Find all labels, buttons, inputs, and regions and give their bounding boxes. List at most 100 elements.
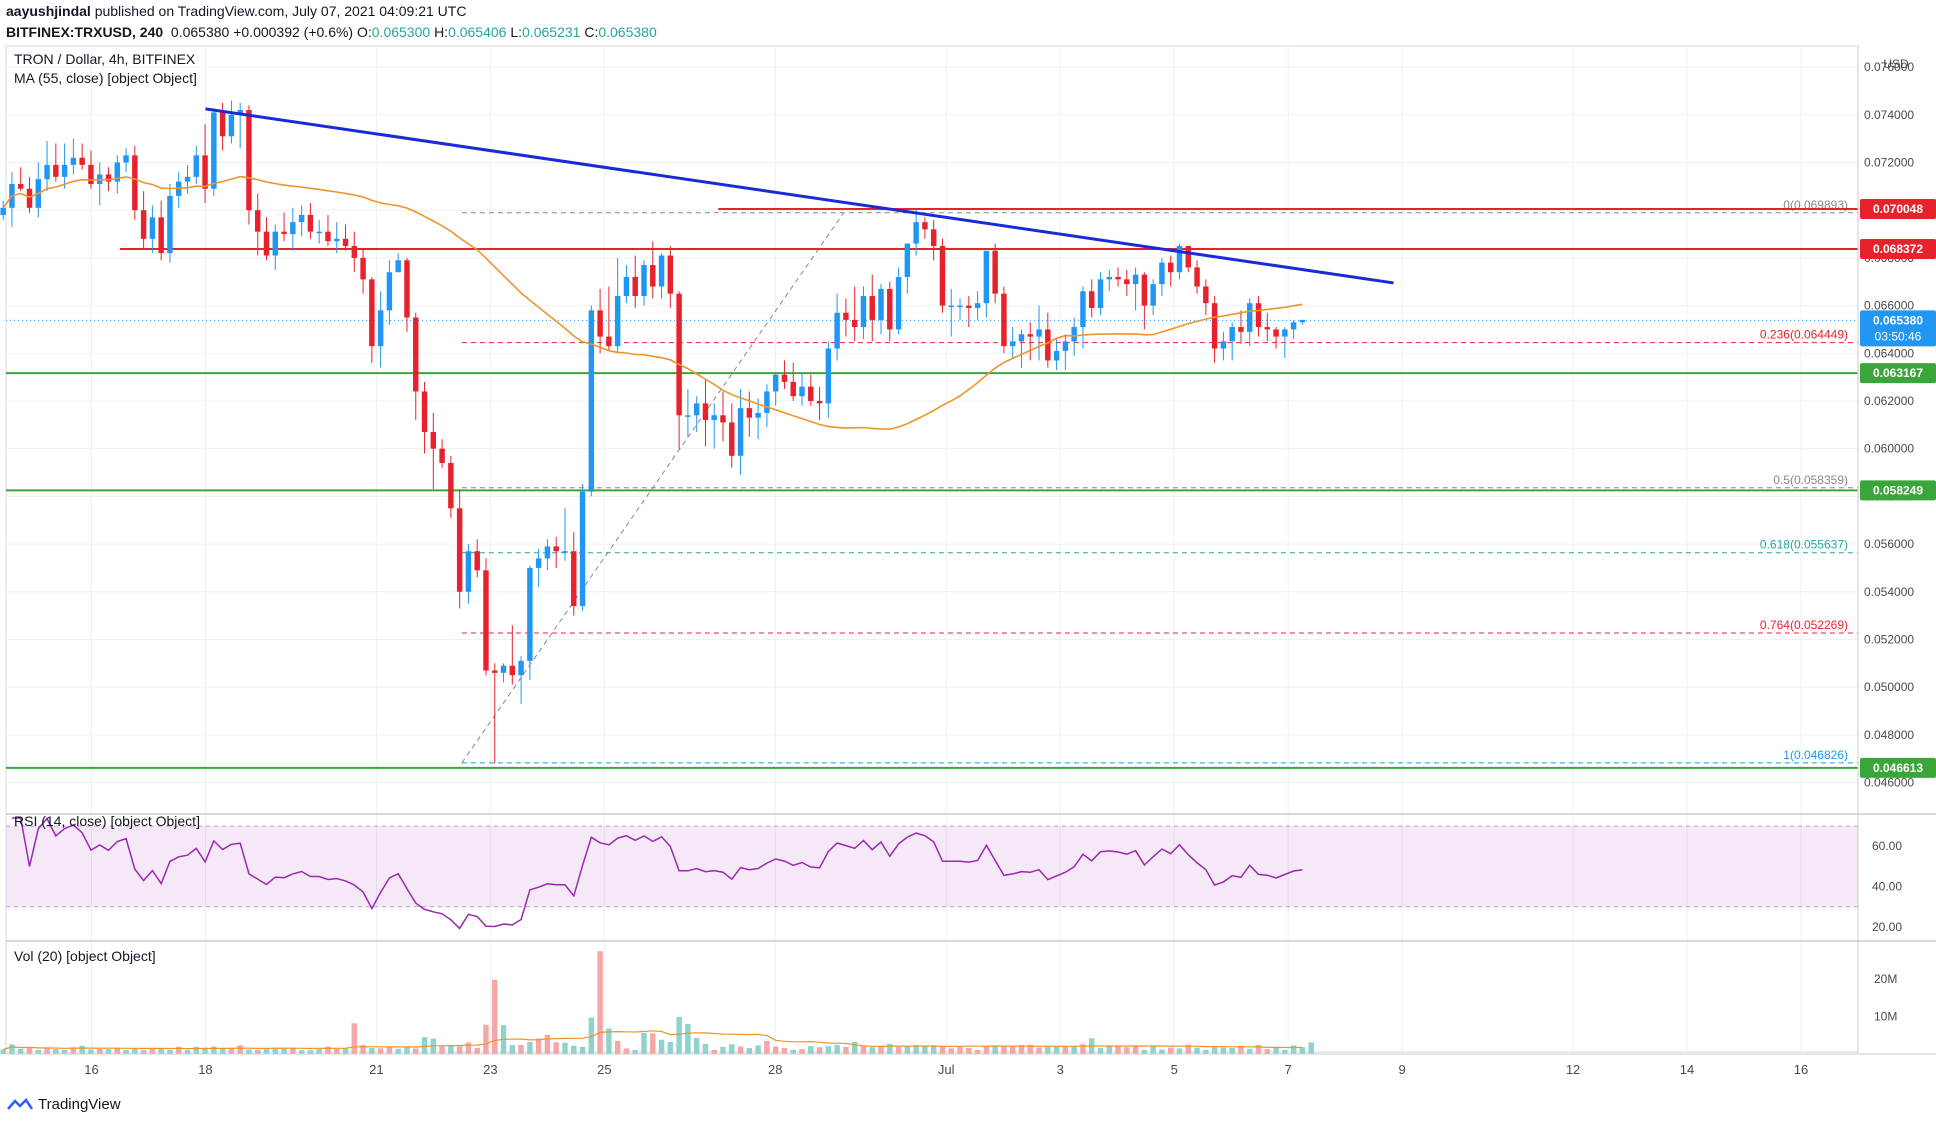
candle-body <box>930 229 937 246</box>
candle-body <box>298 214 305 223</box>
candle-body <box>158 217 164 254</box>
candle-body <box>1027 334 1033 337</box>
volume-bar <box>1273 1047 1279 1054</box>
candle-body <box>1088 291 1095 308</box>
candle-body <box>421 391 428 432</box>
footer-brand[interactable]: TradingView <box>6 1096 121 1113</box>
rsi-tick: 60.00 <box>1872 839 1902 853</box>
price-tick: 0.050000 <box>1864 680 1914 694</box>
candle-body <box>588 310 595 492</box>
candle-body <box>904 243 911 277</box>
volume-bar <box>825 1046 832 1054</box>
volume-bar <box>1194 1047 1200 1054</box>
candle-body <box>26 188 33 208</box>
candle-body <box>1211 303 1218 349</box>
rsi-band <box>6 826 1858 907</box>
tradingview-logo-icon <box>7 1097 34 1110</box>
volume-bar <box>448 1045 454 1054</box>
candle-body <box>1045 329 1051 361</box>
time-tick: 9 <box>1399 1062 1406 1077</box>
volume-bar <box>342 1048 349 1054</box>
candle-body <box>983 250 990 304</box>
price-tick: 0.048000 <box>1864 728 1914 742</box>
volume-bar <box>1282 1049 1288 1054</box>
candle-body <box>123 155 129 163</box>
volume-bar <box>255 1049 261 1054</box>
price-tick: 0.056000 <box>1864 537 1914 551</box>
volume-bar <box>281 1048 287 1054</box>
volume-bar <box>781 1048 788 1054</box>
price-tick: 0.054000 <box>1864 585 1914 599</box>
volume-legend: Vol (20) [object Object] <box>14 948 156 964</box>
candle-body <box>1247 303 1253 332</box>
candle-body <box>377 310 384 347</box>
trendline[interactable] <box>205 107 1394 285</box>
candle-body <box>1009 341 1016 347</box>
candle-body <box>571 551 577 607</box>
volume-bar <box>1097 1048 1104 1054</box>
time-tick: 12 <box>1566 1062 1580 1077</box>
candle-body <box>456 508 463 592</box>
volume-bar <box>729 1044 735 1054</box>
ma-line <box>2 175 1303 430</box>
volume-bar <box>211 1046 217 1054</box>
candle-body <box>272 231 279 256</box>
time-tick: Jul <box>938 1062 955 1077</box>
chart-area[interactable]: 0(0.069893)0.236(0.064449)0.5(0.058359)0… <box>0 44 1936 1092</box>
candle-body <box>1018 334 1025 342</box>
fib-label: 0.618(0.055637) <box>1760 538 1848 552</box>
volume-bar <box>948 1048 954 1054</box>
volume-bar <box>1238 1045 1244 1054</box>
candle-body <box>79 157 85 165</box>
time-tick: 28 <box>768 1062 782 1077</box>
candle-body <box>44 164 50 180</box>
candle-body <box>334 238 340 242</box>
candle-body <box>825 348 832 404</box>
candle-body <box>922 222 928 230</box>
candle-body <box>781 374 788 382</box>
candles-layer <box>0 100 1306 764</box>
candle-body <box>500 665 507 673</box>
candle-body <box>369 279 375 347</box>
support-price-tag-bg <box>1860 757 1936 778</box>
candle-body <box>246 110 252 211</box>
candle-body <box>658 255 665 287</box>
volume-bar <box>1053 1046 1060 1054</box>
candle-body <box>676 293 682 416</box>
last-price-tag: 0.065380 <box>1873 313 1923 327</box>
volume-bar <box>983 1046 990 1054</box>
candle-body <box>1255 303 1262 328</box>
candle-body <box>764 391 770 413</box>
volume-bar <box>851 1042 858 1054</box>
candle-body <box>1273 329 1279 337</box>
candle-body <box>1080 291 1086 328</box>
axes-layer: 0.0760000.0740000.0720000.0700000.068000… <box>6 46 1936 1077</box>
candle-body <box>228 114 235 137</box>
volume-bar <box>641 1033 647 1054</box>
candle-body <box>518 660 524 676</box>
high-value: 0.065406 <box>448 24 507 40</box>
candle-body <box>474 551 480 571</box>
volume-bar <box>597 951 603 1054</box>
volume-bar <box>158 1048 164 1054</box>
volume-bar <box>755 1045 761 1054</box>
volume-bar <box>1150 1045 1156 1054</box>
time-tick: 3 <box>1057 1062 1064 1077</box>
time-tick: 5 <box>1171 1062 1178 1077</box>
candle-body <box>1290 322 1297 330</box>
candle-body <box>772 374 779 392</box>
volume-bar <box>1255 1045 1262 1054</box>
candle-body <box>790 381 796 397</box>
volume-bar <box>1290 1045 1297 1054</box>
candle-body <box>1132 274 1139 285</box>
volume-bar <box>53 1049 59 1054</box>
price-tick: 0.052000 <box>1864 632 1914 646</box>
candle-body <box>869 296 875 320</box>
volume-bar <box>562 1042 568 1054</box>
volume-bar <box>843 1046 849 1054</box>
candle-body <box>439 448 445 463</box>
resistance-price-tag: 0.068372 <box>1873 242 1923 256</box>
volume-bar <box>1106 1046 1112 1054</box>
volume-bar <box>149 1048 156 1054</box>
candle-body <box>140 210 147 239</box>
